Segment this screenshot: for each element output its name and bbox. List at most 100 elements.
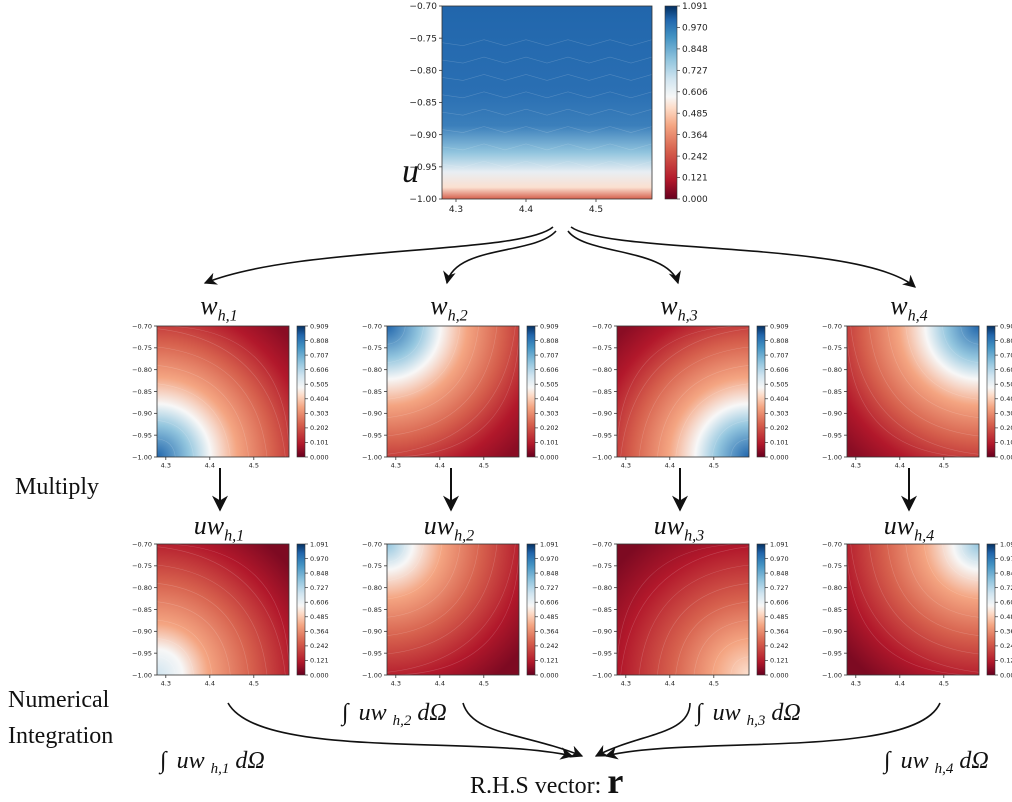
- y-tick-label: −0.90: [362, 410, 382, 418]
- y-tick-label: −0.95: [409, 163, 437, 173]
- x-tick-label: 4.4: [435, 462, 445, 470]
- integral-measure-2: dΩ: [417, 700, 446, 726]
- uw-panel-1-contour: [156, 543, 290, 676]
- w-panel-1-contour: [156, 420, 194, 458]
- colorbar-tick-label: 0.606: [1000, 598, 1012, 606]
- w-panel-4-contour: [960, 325, 980, 345]
- integral-sign-4: ∫: [882, 748, 892, 775]
- integration-label: Integration: [8, 723, 113, 749]
- w-panel-1-contour: [156, 328, 286, 458]
- w-panel-1-title-base: w: [200, 291, 218, 320]
- y-tick-label: −0.80: [592, 366, 612, 374]
- w-panel-4-contour: [942, 325, 980, 363]
- rhs-label-text: R.H.S vector:: [470, 773, 607, 799]
- y-tick-label: −0.70: [409, 2, 437, 12]
- w-panel-4-title-base: w: [890, 291, 908, 320]
- y-tick-label: −0.95: [132, 431, 152, 439]
- colorbar-tick-label: 0.970: [770, 555, 789, 563]
- uw-panel-3-title-sub: h,3: [684, 528, 704, 545]
- w-panel-3-contour: [730, 438, 750, 458]
- integral-sign-1: ∫: [158, 748, 168, 775]
- uw-panel-3-field: [617, 544, 749, 675]
- uw-panel-2-contour: [386, 543, 479, 636]
- arrow-int-1: [227, 702, 574, 760]
- w-panel-4: −0.70 −0.75 −0.80 −0.85 −0.90 −0.95 −1.00 4.3 4.…: [822, 291, 1012, 470]
- uw-panel-4-field: [847, 544, 979, 675]
- uw-panel-1-title-base: uw: [194, 511, 225, 540]
- w-panel-3-colorbar: [756, 325, 766, 458]
- integral-label-3: ∫ uw h,3 dΩ: [694, 700, 801, 731]
- uw-panel-1-title: uwh,1: [194, 511, 244, 545]
- uw-panel-1: −0.70 −0.75 −0.80 −0.85 −0.90 −0.95 −1.00 4.3 4.…: [132, 511, 329, 688]
- w-panel-4-contour: [868, 325, 980, 437]
- y-tick-label: −0.85: [822, 388, 842, 396]
- y-tick-label: −0.90: [822, 628, 842, 636]
- colorbar-tick-label: 0.606: [1000, 366, 1012, 374]
- colorbar-tick-label: 0.000: [770, 671, 789, 679]
- x-tick-label: 4.3: [391, 680, 401, 688]
- y-tick-label: −0.85: [132, 388, 152, 396]
- y-tick-label: −0.95: [362, 431, 382, 439]
- w-panel-4-title-sub: h,4: [908, 308, 928, 325]
- colorbar-tick-label: 0.121: [310, 657, 329, 665]
- w-panel-4-contour: [887, 325, 980, 418]
- colorbar-tick-label: 1.091: [682, 2, 708, 12]
- uw-panel-1-contour: [156, 656, 176, 676]
- u-panel-contour: [441, 74, 653, 81]
- y-tick-label: −0.80: [362, 366, 382, 374]
- w-panel-1-contour: [156, 325, 290, 458]
- integral-integrand-1: uw: [177, 748, 205, 774]
- uw-panel-4-contour: [923, 543, 980, 600]
- y-tick-label: −0.75: [362, 562, 382, 570]
- integral-sub-3: h,3: [747, 713, 766, 729]
- integral-measure-3: dΩ: [771, 700, 800, 726]
- x-tick-label: 4.5: [589, 205, 603, 215]
- w-panel-3-contour: [693, 401, 750, 458]
- u-panel-contour: [441, 108, 653, 116]
- y-tick-label: −0.95: [822, 649, 842, 657]
- colorbar-tick-label: 0.485: [1000, 613, 1012, 621]
- uw-panel-4: −0.70 −0.75 −0.80 −0.85 −0.90 −0.95 −1.00 4.3 4.…: [822, 511, 1012, 688]
- uw-panel-4-contour: [960, 543, 980, 563]
- uw-panel-4-title-base: uw: [884, 511, 915, 540]
- colorbar-tick-label: 1.091: [540, 540, 559, 548]
- uw-panel-1-contour: [156, 583, 249, 676]
- colorbar-tick-label: 0.000: [1000, 453, 1012, 461]
- colorbar-tick-label: 0.202: [770, 424, 789, 432]
- w-panel-3: −0.70 −0.75 −0.80 −0.85 −0.90 −0.95 −1.00 4.3 4.…: [592, 291, 789, 470]
- y-tick-label: −0.70: [822, 540, 842, 548]
- y-tick-label: −1.00: [592, 453, 612, 461]
- x-tick-label: 4.3: [161, 462, 171, 470]
- colorbar-tick-label: 0.707: [540, 351, 559, 359]
- colorbar-tick-label: 0.364: [540, 628, 559, 636]
- w-panel-4-contour: [923, 325, 980, 382]
- uw-panel-4-contour: [887, 543, 980, 636]
- w-panel-2-contour: [386, 325, 406, 345]
- w-panel-3-contour: [657, 365, 750, 458]
- integral-sub-4: h,4: [935, 761, 954, 777]
- w-panel-1-contour: [156, 346, 268, 458]
- uw-panel-3-contour: [616, 543, 750, 676]
- w-panel-1-title: wh,1: [200, 291, 237, 325]
- colorbar-tick-label: 0.242: [682, 152, 708, 162]
- x-tick-label: 4.4: [665, 680, 675, 688]
- w-panel-1-contour: [156, 401, 213, 458]
- uw-panel-1-contour: [156, 638, 194, 676]
- y-tick-label: −0.95: [362, 649, 382, 657]
- x-tick-label: 4.4: [519, 205, 534, 215]
- uw-panel-3-contour: [730, 656, 750, 676]
- x-tick-label: 4.3: [161, 680, 171, 688]
- colorbar-tick-label: 0.606: [770, 366, 789, 374]
- integral-sign-2: ∫: [340, 700, 350, 727]
- y-tick-label: −0.85: [132, 606, 152, 614]
- y-tick-label: −0.70: [592, 322, 612, 330]
- colorbar-tick-label: 0.485: [540, 613, 559, 621]
- colorbar-tick-label: 0.606: [310, 366, 329, 374]
- y-tick-label: −0.70: [362, 540, 382, 548]
- y-tick-label: −0.70: [362, 322, 382, 330]
- colorbar-tick-label: 0.808: [770, 337, 789, 345]
- colorbar-tick-label: 0.485: [310, 613, 329, 621]
- y-tick-label: −0.90: [409, 131, 437, 141]
- w-panel-3-title: wh,3: [660, 291, 697, 325]
